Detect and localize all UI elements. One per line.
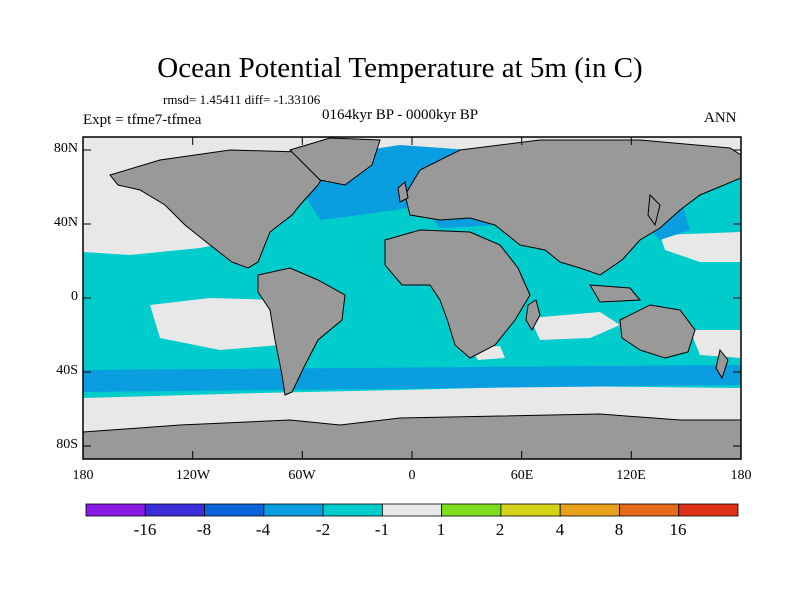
colorbar-label: 16 (669, 520, 687, 539)
lon-label: 120W (175, 468, 211, 483)
continent-eurasia (404, 139, 741, 276)
south-pacific-zone (690, 330, 741, 358)
colorbar-swatch (381, 503, 443, 517)
continent-greenland (289, 137, 381, 186)
island-new-zealand (715, 348, 729, 380)
island-uk (397, 181, 409, 203)
stats-label: rmsd= 1.45411 diff= -1.33106 (163, 92, 321, 107)
southern-band-zone (83, 365, 741, 392)
lon-label: 180 (72, 468, 94, 483)
axis-ticks (83, 137, 741, 459)
lat-label: 40N (53, 215, 78, 230)
colorbar-swatch (204, 503, 265, 517)
lat-label: 80N (53, 141, 78, 156)
colorbar-swatch (619, 503, 680, 517)
season-label: ANN (704, 110, 737, 126)
island-japan (647, 193, 661, 227)
map-title: Ocean Potential Temperature at 5m (in C) (157, 52, 643, 84)
land-masses (83, 137, 741, 459)
period-label: 0164kyr BP - 0000kyr BP (322, 107, 479, 123)
continent-north-america (109, 149, 331, 269)
map-field (83, 137, 741, 459)
colorbar-swatch (441, 503, 502, 517)
east-pacific-zone (150, 298, 300, 350)
colorbar-label: 8 (614, 520, 624, 539)
continent-australia (619, 304, 696, 359)
lon-label: 120E (616, 468, 646, 483)
continent-africa (384, 229, 531, 359)
experiment-label: Expt = tfme7-tfmea (83, 112, 202, 128)
west-pacific-zone (660, 232, 741, 262)
lat-label: 40S (56, 363, 78, 378)
lat-label: 80S (56, 437, 78, 452)
colorbar-swatch (144, 503, 205, 517)
colorbar-label: 1 (436, 520, 446, 539)
colorbar-swatch (85, 503, 146, 517)
colorbar (85, 503, 739, 517)
colorbar-label: 4 (555, 520, 565, 539)
colorbar-swatch (263, 503, 324, 517)
colorbar-swatch (678, 503, 739, 517)
lon-label: 60W (288, 468, 316, 483)
continent-south-america (257, 267, 346, 396)
lat-label: 0 (71, 289, 78, 304)
island-madagascar (525, 299, 541, 332)
lon-label: 60E (510, 468, 534, 483)
colorbar-label: 2 (495, 520, 505, 539)
colorbar-label: -2 (315, 520, 331, 539)
colorbar-swatch (500, 503, 561, 517)
continent-antarctica (83, 413, 741, 459)
lon-label: 0 (408, 468, 416, 483)
colorbar-swatch (322, 503, 383, 517)
colorbar-label: -1 (374, 520, 390, 539)
colorbar-label: -8 (196, 520, 212, 539)
colorbar-label: -16 (133, 520, 157, 539)
colorbar-label: -4 (255, 520, 271, 539)
lon-label: 180 (730, 468, 752, 483)
indian-ocean-zone (530, 312, 620, 340)
island-indonesia (589, 284, 642, 303)
colorbar-swatch (559, 503, 620, 517)
